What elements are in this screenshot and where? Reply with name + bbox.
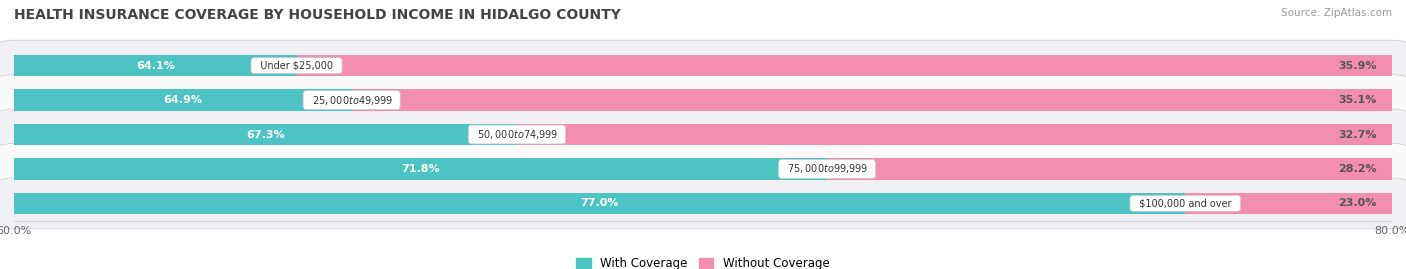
FancyBboxPatch shape (0, 40, 1406, 91)
Text: 35.1%: 35.1% (1339, 95, 1376, 105)
Text: $100,000 and over: $100,000 and over (1133, 198, 1237, 208)
Text: 28.2%: 28.2% (1339, 164, 1376, 174)
Text: $50,000 to $74,999: $50,000 to $74,999 (471, 128, 562, 141)
Text: Source: ZipAtlas.com: Source: ZipAtlas.com (1281, 8, 1392, 18)
FancyBboxPatch shape (0, 109, 1406, 160)
FancyBboxPatch shape (0, 143, 1406, 194)
Text: 35.9%: 35.9% (1339, 61, 1376, 71)
Bar (0, 55, 297, 76)
Bar (0, 89, 352, 111)
Text: $25,000 to $49,999: $25,000 to $49,999 (307, 94, 398, 107)
Legend: With Coverage, Without Coverage: With Coverage, Without Coverage (572, 253, 834, 269)
Text: 77.0%: 77.0% (581, 198, 619, 208)
FancyBboxPatch shape (0, 75, 1406, 126)
Bar (297, 55, 1406, 76)
Text: 67.3%: 67.3% (246, 129, 285, 140)
Text: HEALTH INSURANCE COVERAGE BY HOUSEHOLD INCOME IN HIDALGO COUNTY: HEALTH INSURANCE COVERAGE BY HOUSEHOLD I… (14, 8, 621, 22)
Text: 71.8%: 71.8% (401, 164, 440, 174)
Bar (352, 89, 1406, 111)
Text: 64.1%: 64.1% (136, 61, 174, 71)
FancyBboxPatch shape (0, 178, 1406, 229)
Bar (517, 124, 1406, 145)
Bar (1185, 193, 1406, 214)
Bar (827, 158, 1406, 180)
Text: 23.0%: 23.0% (1339, 198, 1376, 208)
Text: $75,000 to $99,999: $75,000 to $99,999 (782, 162, 873, 175)
Text: Under $25,000: Under $25,000 (254, 61, 339, 71)
Text: 64.9%: 64.9% (163, 95, 202, 105)
Bar (0, 193, 1185, 214)
Text: 32.7%: 32.7% (1339, 129, 1376, 140)
Bar (0, 124, 517, 145)
Bar (0, 158, 827, 180)
